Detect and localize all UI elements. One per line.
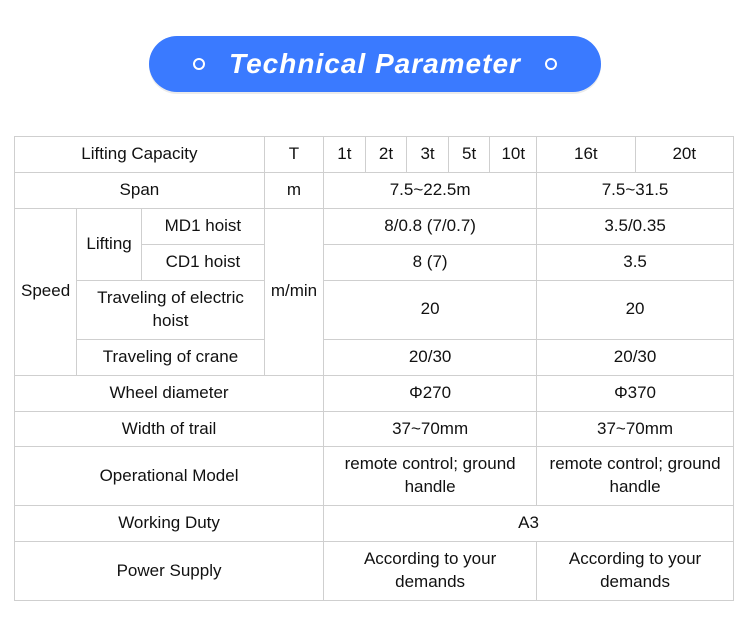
cell-md1-g2: 3.5/0.35	[537, 208, 734, 244]
cell-duty-value: A3	[324, 506, 734, 542]
cell-power-label: Power Supply	[15, 542, 324, 601]
cell-wheel-label: Wheel diameter	[15, 375, 324, 411]
cell-op-g1: remote control; ground handle	[324, 447, 537, 506]
cell-trav-crane-g2: 20/30	[537, 339, 734, 375]
cell-power-g1: According to your demands	[324, 542, 537, 601]
table-row-speed-md1: Speed Lifting MD1 hoist m/min 8/0.8 (7/0…	[15, 208, 734, 244]
cell-20t: 20t	[635, 137, 733, 173]
table-row-power: Power Supply According to your demands A…	[15, 542, 734, 601]
table-row-span: Span m 7.5~22.5m 7.5~31.5	[15, 172, 734, 208]
cell-cd1-g2: 3.5	[537, 244, 734, 280]
cell-trav-hoist-label: Traveling of electric hoist	[77, 280, 265, 339]
table-row-op-model: Operational Model remote control; ground…	[15, 447, 734, 506]
banner-wrap: Technical Parameter	[0, 36, 750, 92]
cell-trav-crane-label: Traveling of crane	[77, 339, 265, 375]
cell-span-g2: 7.5~31.5	[537, 172, 734, 208]
cell-trav-crane-g1: 20/30	[324, 339, 537, 375]
cell-md1-g1: 8/0.8 (7/0.7)	[324, 208, 537, 244]
cell-16t: 16t	[537, 137, 635, 173]
cell-speed-label: Speed	[15, 208, 77, 375]
cell-trail-g1: 37~70mm	[324, 411, 537, 447]
cell-trail-g2: 37~70mm	[537, 411, 734, 447]
cell-3t: 3t	[407, 137, 449, 173]
cell-5t: 5t	[448, 137, 490, 173]
cell-lifting-label: Lifting	[77, 208, 142, 280]
dot-icon	[545, 58, 557, 70]
cell-trail-label: Width of trail	[15, 411, 324, 447]
cell-op-label: Operational Model	[15, 447, 324, 506]
cell-trav-hoist-g1: 20	[324, 280, 537, 339]
table-row-duty: Working Duty A3	[15, 506, 734, 542]
table-row-header: Lifting Capacity T 1t 2t 3t 5t 10t 16t 2…	[15, 137, 734, 173]
technical-parameter-table: Lifting Capacity T 1t 2t 3t 5t 10t 16t 2…	[14, 136, 734, 601]
cell-duty-label: Working Duty	[15, 506, 324, 542]
cell-span-label: Span	[15, 172, 265, 208]
cell-speed-unit: m/min	[264, 208, 323, 375]
dot-icon	[193, 58, 205, 70]
title-banner: Technical Parameter	[149, 36, 601, 92]
table-row-wheel: Wheel diameter Φ270 Φ370	[15, 375, 734, 411]
cell-span-g1: 7.5~22.5m	[324, 172, 537, 208]
cell-unit-T: T	[264, 137, 323, 173]
cell-op-g2: remote control; ground handle	[537, 447, 734, 506]
cell-10t: 10t	[490, 137, 537, 173]
cell-wheel-g2: Φ370	[537, 375, 734, 411]
table-row-trav-hoist: Traveling of electric hoist 20 20	[15, 280, 734, 339]
cell-2t: 2t	[365, 137, 407, 173]
table-row-trav-crane: Traveling of crane 20/30 20/30	[15, 339, 734, 375]
cell-lifting-capacity-label: Lifting Capacity	[15, 137, 265, 173]
cell-power-g2: According to your demands	[537, 542, 734, 601]
banner-title: Technical Parameter	[229, 48, 521, 80]
cell-span-unit: m	[264, 172, 323, 208]
cell-md1-label: MD1 hoist	[141, 208, 264, 244]
cell-wheel-g1: Φ270	[324, 375, 537, 411]
cell-cd1-label: CD1 hoist	[141, 244, 264, 280]
cell-1t: 1t	[324, 137, 366, 173]
cell-cd1-g1: 8 (7)	[324, 244, 537, 280]
table-row-trail: Width of trail 37~70mm 37~70mm	[15, 411, 734, 447]
cell-trav-hoist-g2: 20	[537, 280, 734, 339]
